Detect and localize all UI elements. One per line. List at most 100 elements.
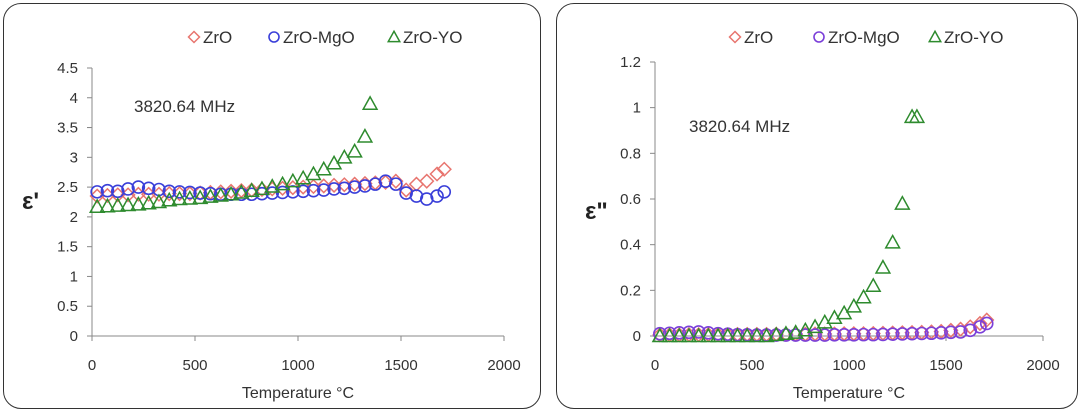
data-point: [161, 191, 178, 207]
data-point: [973, 320, 987, 334]
data-point: [131, 180, 146, 194]
data-point: [121, 182, 135, 196]
legend-marker: [813, 31, 825, 43]
data-point: [709, 327, 727, 343]
data-point: [914, 326, 929, 341]
data-point: [934, 326, 948, 340]
data-point: [346, 142, 363, 158]
data-point: [181, 189, 199, 205]
x-axis-label: Temperature °C: [793, 385, 905, 402]
data-point: [719, 327, 736, 343]
data-point: [787, 324, 804, 339]
data-point: [701, 326, 716, 340]
data-point: [894, 195, 911, 210]
y-tick-label: 1: [70, 268, 78, 285]
chart-real-permittivity: 0 0.5 1 1.5 2 2.5 3 3.5 4 4.5 0 500 1000 1500 2000 Temp…: [22, 28, 521, 402]
data-point: [119, 196, 137, 212]
data-point: [130, 195, 147, 211]
data-point: [140, 194, 157, 210]
x-tick-label: 2000: [487, 357, 520, 374]
x-tick-label: 1500: [384, 357, 417, 374]
data-point: [171, 190, 188, 206]
x-axis-label: Temperature °C: [242, 385, 354, 402]
series-zro-yo: [651, 108, 926, 343]
data-point: [827, 328, 842, 342]
chart-panel-permittivity-imaginary: 0 0.2 0.4 0.6 0.8 1 1.2 0 500 1000 1500 2000 Tempera…: [556, 3, 1078, 409]
data-point: [337, 181, 352, 196]
legend: ZrO ZrO-MgO ZrO-YO: [187, 28, 463, 47]
data-point: [265, 186, 280, 200]
legend-label: ZrO-YO: [944, 28, 1004, 47]
data-point: [797, 321, 814, 337]
data-point: [963, 323, 978, 338]
legend-label: ZrO: [744, 28, 773, 47]
data-point: [296, 184, 310, 199]
data-point: [662, 326, 677, 341]
data-point: [885, 327, 900, 341]
data-point: [817, 328, 832, 342]
y-tick-label: 0.8: [620, 145, 641, 162]
data-point: [748, 327, 766, 343]
data-point: [826, 309, 843, 325]
y-tick-label: 0.5: [57, 298, 78, 315]
x-tick-label: 0: [88, 357, 96, 374]
data-point: [856, 327, 871, 342]
data-point: [768, 326, 785, 342]
y-tick-label: 1.2: [620, 54, 641, 71]
data-point: [347, 180, 362, 194]
data-point: [865, 277, 882, 293]
y-axis-label: ε': [22, 188, 39, 215]
data-point: [651, 327, 669, 343]
y-tick-label: 0: [633, 328, 641, 345]
data-point: [671, 327, 688, 343]
y-tick-label: 4.5: [57, 60, 78, 77]
y-tick-label: 0.2: [620, 282, 641, 299]
data-point: [109, 197, 126, 212]
data-point: [88, 198, 106, 214]
data-point: [361, 95, 379, 111]
data-point: [903, 108, 921, 124]
data-point: [183, 185, 197, 200]
data-point: [430, 189, 444, 203]
y-axis-label: ε": [585, 198, 608, 225]
y-tick-label: 2.5: [57, 179, 78, 196]
x-tick-label: 500: [739, 357, 764, 374]
data-point: [729, 327, 746, 343]
legend-marker: [728, 30, 742, 44]
data-point: [172, 185, 187, 199]
data-point: [855, 288, 872, 304]
data-point: [908, 108, 926, 124]
data-point: [90, 185, 104, 199]
legend-marker: [187, 30, 201, 44]
data-point: [358, 179, 372, 193]
data-point: [191, 189, 209, 205]
data-point: [150, 193, 168, 209]
data-point: [661, 327, 678, 343]
data-point: [895, 327, 910, 341]
frequency-annotation: 3820.64 MHz: [134, 97, 235, 116]
data-point: [100, 183, 115, 198]
data-point: [316, 183, 331, 197]
data-point: [212, 187, 229, 202]
data-point: [845, 297, 863, 313]
x-tick-label: 1000: [832, 357, 865, 374]
data-point: [284, 172, 302, 188]
data-point: [979, 316, 994, 331]
legend-label: ZrO: [203, 28, 232, 47]
data-point: [777, 325, 795, 340]
x-tick-label: 1500: [929, 357, 962, 374]
legend-marker: [386, 29, 402, 43]
data-point: [672, 326, 687, 340]
chart-panel-permittivity-real: 0 0.5 1 1.5 2 2.5 3 3.5 4 4.5 0 500 1000 1500 2000 Temp…: [3, 3, 541, 409]
data-point: [286, 185, 300, 199]
legend-label: ZrO-MgO: [283, 28, 355, 47]
data-point: [944, 325, 958, 340]
y-tick-label: 2: [70, 209, 78, 226]
data-point: [437, 185, 452, 199]
data-point: [141, 181, 156, 196]
data-point: [682, 325, 696, 340]
x-tick-label: 1000: [281, 357, 314, 374]
data-point: [876, 327, 890, 342]
data-point: [874, 259, 892, 274]
data-point: [222, 185, 240, 201]
